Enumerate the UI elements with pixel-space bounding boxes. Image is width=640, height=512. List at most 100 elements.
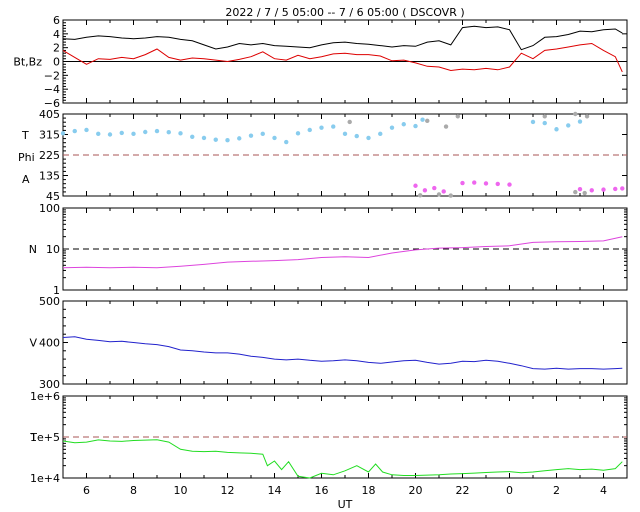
x-tick-label: 6 — [83, 484, 90, 497]
data-point — [60, 131, 66, 136]
data-point — [331, 124, 336, 129]
data-point — [413, 123, 418, 129]
x-tick-label: 2 — [553, 484, 560, 497]
x-tick-label: 16 — [315, 484, 329, 497]
data-point — [96, 131, 101, 137]
data-point — [248, 133, 254, 138]
series-phi-gray — [347, 111, 590, 129]
y-tick-label: 300 — [39, 378, 60, 391]
panel-angles: 405 315 225 135 45 T Phi A — [18, 108, 628, 203]
x-tick-label: 22 — [456, 484, 470, 497]
y-tick-label: 0 — [53, 56, 60, 69]
data-point — [448, 193, 453, 198]
y-axis-label-phi: Phi — [18, 151, 35, 164]
x-tick-label: 8 — [130, 484, 137, 497]
data-point — [366, 135, 371, 141]
data-point — [319, 125, 324, 130]
panel-density: 100 10 1 N — [29, 202, 628, 297]
series-a-gray — [418, 189, 587, 198]
x-tick-label: 20 — [409, 484, 423, 497]
data-point — [542, 114, 547, 119]
y-tick-label: 225 — [39, 149, 60, 162]
data-point — [577, 186, 583, 192]
data-point — [573, 189, 578, 195]
y-tick-label: 1 — [53, 284, 60, 297]
data-point — [432, 185, 437, 191]
y-axis-label-a: A — [22, 173, 30, 186]
x-tick-label: 14 — [268, 484, 282, 497]
y-tick-label: 1e+6 — [30, 390, 60, 403]
data-point — [495, 181, 500, 187]
data-point — [347, 119, 352, 125]
y-tick-label: 2 — [53, 42, 60, 55]
y-tick-label: 500 — [39, 295, 60, 308]
y-tick-label: 4 — [53, 28, 60, 41]
data-point — [620, 186, 625, 191]
data-point — [584, 114, 590, 119]
y-tick-label: 1e+5 — [30, 431, 60, 444]
data-point — [295, 131, 301, 136]
x-axis-label: UT — [338, 498, 353, 511]
y-tick-label: 10 — [46, 243, 60, 256]
y-tick-label: −4 — [44, 83, 60, 96]
data-point — [443, 124, 449, 129]
data-point — [131, 131, 136, 137]
data-point — [530, 119, 536, 125]
data-point — [472, 180, 477, 185]
data-point — [483, 181, 489, 186]
data-point — [425, 118, 430, 124]
data-point — [460, 180, 465, 186]
data-point — [213, 137, 218, 142]
x-tick-label: 0 — [506, 484, 513, 497]
data-point — [72, 128, 77, 134]
series-a — [413, 180, 625, 194]
data-point — [260, 131, 265, 137]
y-tick-label: 1e+4 — [30, 472, 60, 485]
y-axis-label-t: T — [21, 129, 29, 142]
panel-speed: 500 400 300 V — [29, 295, 628, 391]
y-tick-label: 315 — [39, 129, 60, 142]
data-point — [441, 189, 446, 194]
data-point — [201, 135, 207, 141]
data-point — [342, 131, 348, 137]
data-point — [577, 119, 583, 124]
data-point — [143, 129, 148, 135]
data-point — [178, 131, 183, 136]
data-point — [401, 122, 406, 127]
y-axis-label: N — [29, 243, 37, 256]
data-point — [436, 192, 442, 197]
data-point — [378, 131, 383, 137]
data-point — [272, 135, 277, 141]
series-n-line — [62, 236, 623, 269]
data-point — [422, 188, 428, 193]
data-point — [154, 128, 160, 134]
y-axis-label: T — [29, 431, 37, 444]
data-point — [225, 137, 230, 143]
data-point — [190, 134, 195, 139]
y-tick-label: 400 — [39, 337, 60, 350]
y-tick-label: 45 — [46, 190, 60, 203]
data-point — [166, 130, 171, 135]
data-point — [307, 127, 312, 133]
x-tick-label: 10 — [174, 484, 188, 497]
y-tick-label: −2 — [44, 69, 60, 82]
data-point — [84, 127, 89, 133]
data-point — [284, 139, 289, 145]
data-point — [582, 190, 587, 196]
y-axis-label: V — [29, 337, 37, 350]
y-tick-label: 100 — [39, 202, 60, 215]
data-point — [389, 125, 395, 130]
series-bz-line — [62, 42, 623, 73]
data-point — [354, 133, 359, 139]
y-tick-label: 135 — [39, 170, 60, 183]
x-tick-label: 18 — [362, 484, 376, 497]
y-axis-label: Bt,Bz — [13, 56, 42, 69]
data-point — [542, 120, 547, 126]
data-point — [554, 127, 559, 132]
chart-title: 2022 / 7 / 5 05:00 -- 7 / 6 05:00 ( DSCO… — [225, 6, 464, 19]
data-point — [455, 114, 460, 119]
data-point — [413, 183, 418, 188]
x-tick-label: 4 — [600, 484, 607, 497]
